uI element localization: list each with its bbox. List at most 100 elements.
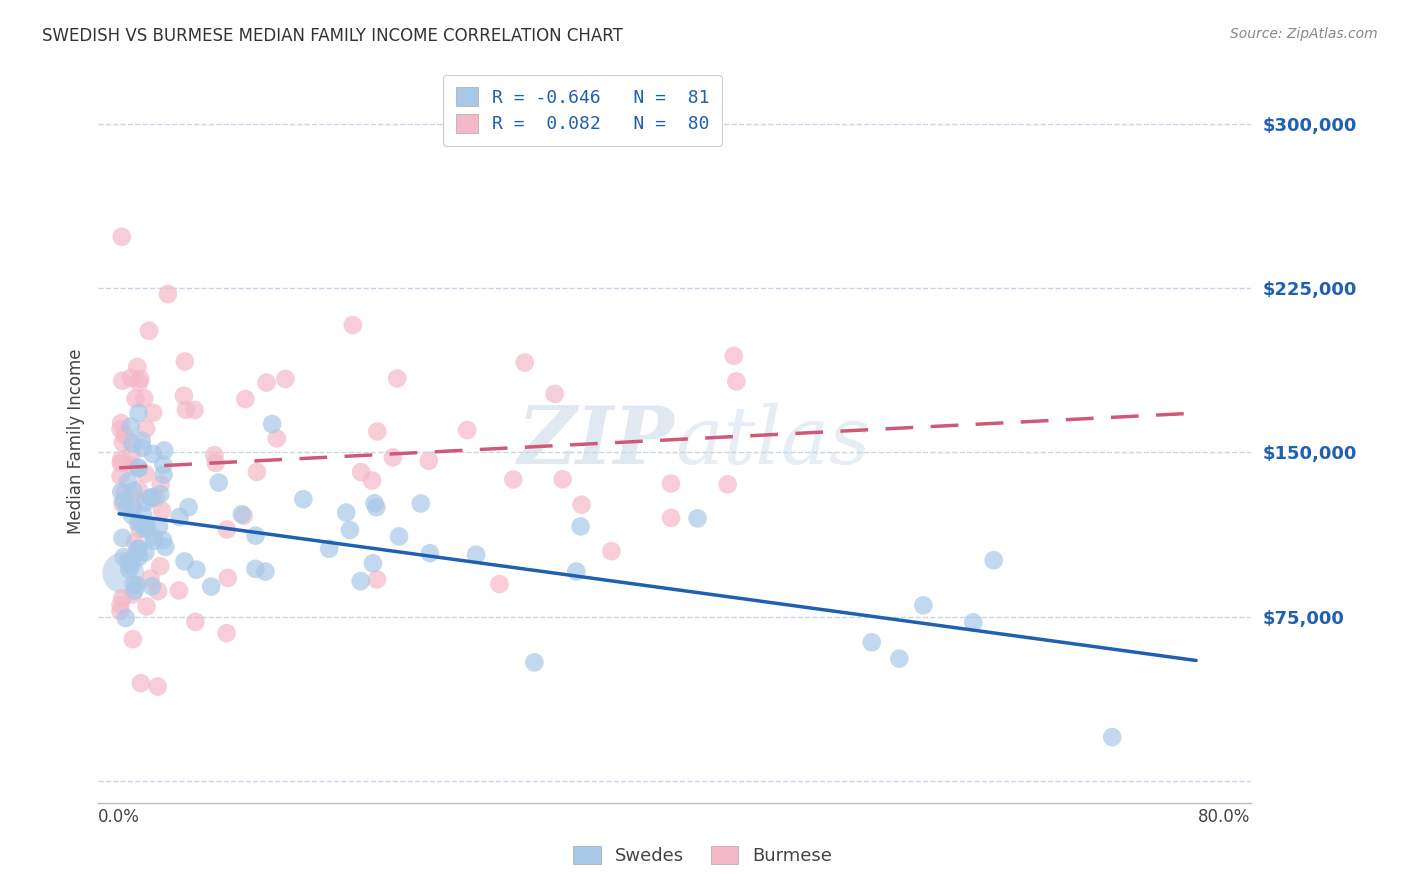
- Point: [262, 417, 284, 431]
- Point: [245, 562, 267, 576]
- Point: [184, 615, 207, 629]
- Point: [110, 604, 132, 618]
- Point: [139, 572, 162, 586]
- Point: [131, 441, 153, 455]
- Point: [127, 359, 149, 374]
- Point: [152, 533, 174, 548]
- Point: [350, 574, 373, 588]
- Point: [128, 483, 150, 497]
- Point: [125, 578, 148, 592]
- Point: [544, 387, 567, 401]
- Point: [254, 565, 277, 579]
- Point: [217, 571, 239, 585]
- Point: [141, 490, 163, 504]
- Point: [174, 402, 197, 417]
- Point: [983, 553, 1005, 567]
- Point: [114, 428, 136, 442]
- Point: [204, 448, 226, 462]
- Point: [127, 542, 149, 557]
- Point: [231, 507, 253, 521]
- Point: [366, 425, 388, 439]
- Point: [115, 499, 138, 513]
- Point: [141, 579, 163, 593]
- Point: [366, 500, 388, 515]
- Text: Source: ZipAtlas.com: Source: ZipAtlas.com: [1230, 27, 1378, 41]
- Point: [135, 520, 157, 534]
- Point: [135, 599, 157, 614]
- Point: [148, 520, 170, 534]
- Point: [513, 355, 536, 369]
- Point: [124, 392, 146, 406]
- Point: [860, 635, 883, 649]
- Point: [117, 555, 139, 569]
- Text: atlas: atlas: [675, 403, 870, 480]
- Point: [418, 454, 440, 468]
- Point: [659, 511, 682, 525]
- Y-axis label: Median Family Income: Median Family Income: [66, 349, 84, 534]
- Point: [111, 591, 134, 606]
- Point: [215, 626, 238, 640]
- Point: [173, 554, 195, 568]
- Point: [134, 545, 156, 559]
- Point: [335, 506, 357, 520]
- Point: [246, 465, 269, 479]
- Point: [142, 406, 165, 420]
- Point: [385, 371, 408, 385]
- Point: [173, 354, 195, 368]
- Point: [149, 487, 172, 501]
- Point: [120, 370, 142, 384]
- Point: [186, 563, 208, 577]
- Point: [889, 651, 911, 665]
- Point: [121, 500, 143, 515]
- Point: [128, 522, 150, 536]
- Point: [361, 557, 384, 571]
- Point: [256, 376, 278, 390]
- Point: [569, 519, 592, 533]
- Point: [135, 422, 157, 436]
- Point: [363, 496, 385, 510]
- Legend: R = -0.646   N =  81, R =  0.082   N =  80: R = -0.646 N = 81, R = 0.082 N = 80: [443, 75, 723, 146]
- Point: [124, 493, 146, 508]
- Point: [215, 523, 238, 537]
- Point: [134, 522, 156, 536]
- Point: [149, 559, 172, 574]
- Legend: Swedes, Burmese: Swedes, Burmese: [564, 837, 842, 874]
- Point: [110, 598, 132, 612]
- Point: [110, 452, 132, 467]
- Point: [111, 531, 134, 545]
- Point: [177, 500, 200, 515]
- Point: [146, 680, 169, 694]
- Point: [134, 392, 156, 406]
- Point: [129, 372, 152, 386]
- Point: [156, 287, 179, 301]
- Point: [686, 511, 709, 525]
- Point: [962, 615, 984, 630]
- Point: [128, 376, 150, 390]
- Text: SWEDISH VS BURMESE MEDIAN FAMILY INCOME CORRELATION CHART: SWEDISH VS BURMESE MEDIAN FAMILY INCOME …: [42, 27, 623, 45]
- Point: [124, 583, 146, 598]
- Point: [118, 562, 141, 576]
- Point: [150, 503, 173, 517]
- Point: [659, 476, 682, 491]
- Point: [381, 450, 404, 465]
- Point: [465, 548, 488, 562]
- Point: [121, 458, 143, 473]
- Point: [208, 475, 231, 490]
- Point: [388, 529, 411, 543]
- Point: [142, 447, 165, 461]
- Point: [419, 546, 441, 560]
- Point: [565, 565, 588, 579]
- Point: [204, 456, 226, 470]
- Point: [292, 492, 315, 507]
- Point: [152, 467, 174, 482]
- Point: [114, 486, 136, 500]
- Point: [153, 443, 176, 458]
- Point: [122, 577, 145, 591]
- Point: [129, 676, 152, 690]
- Point: [245, 528, 267, 542]
- Point: [134, 467, 156, 481]
- Point: [135, 519, 157, 533]
- Point: [183, 403, 205, 417]
- Point: [456, 423, 478, 437]
- Point: [127, 460, 149, 475]
